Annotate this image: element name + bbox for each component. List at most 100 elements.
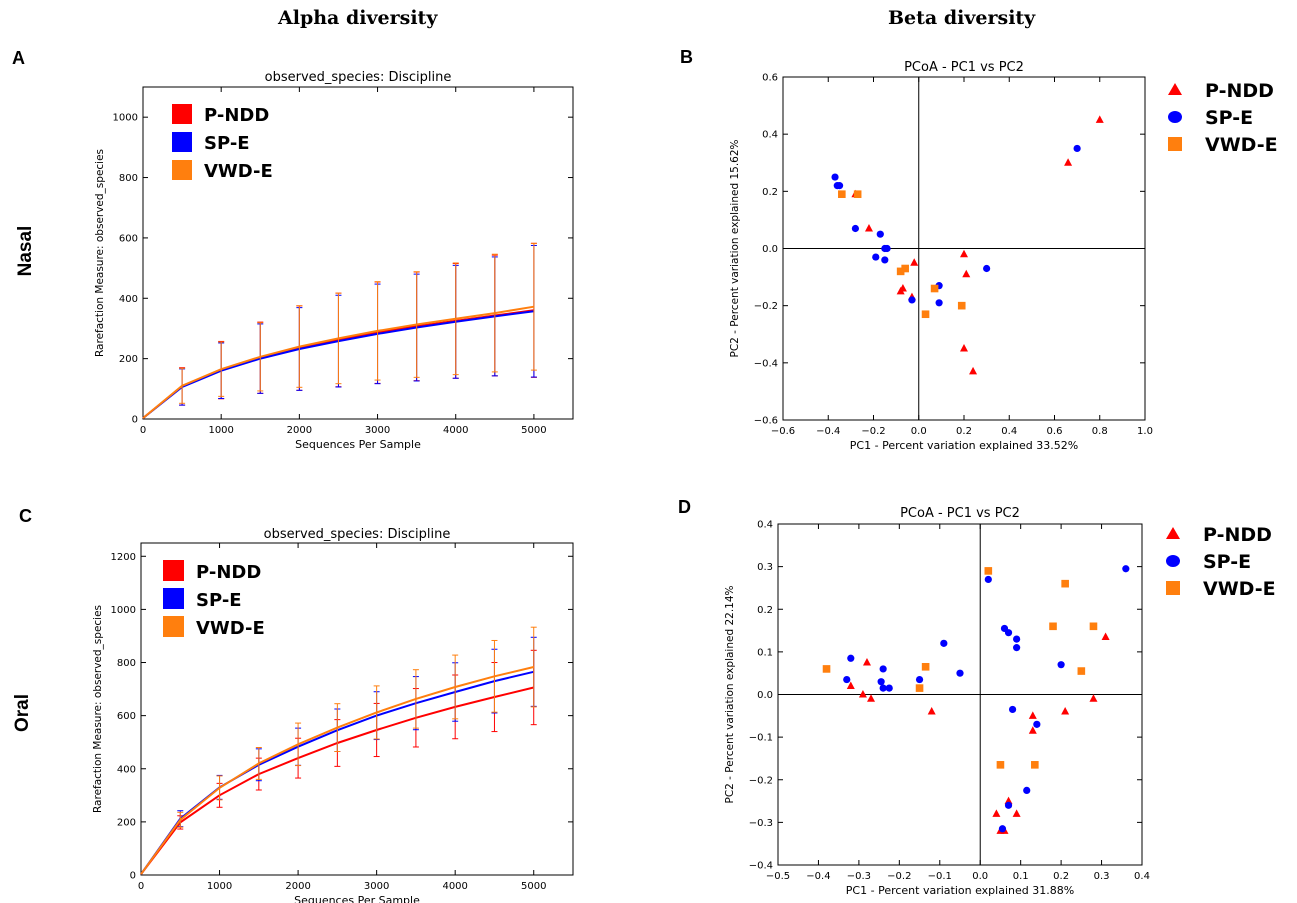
y-tick-label: 0.2 — [762, 187, 778, 198]
data-point — [851, 224, 860, 233]
data-point — [910, 258, 919, 266]
data-point — [960, 249, 968, 258]
x-tick-label: 3000 — [365, 425, 390, 436]
x-tick-label: −0.6 — [771, 426, 795, 437]
series-line — [142, 305, 535, 419]
data-point — [862, 658, 871, 666]
series-vwd-e — [822, 567, 1098, 769]
data-point — [915, 684, 924, 692]
panel-letter-d: D — [678, 497, 691, 517]
data-point — [1095, 115, 1104, 123]
data-point — [896, 267, 905, 276]
data-point — [883, 244, 891, 253]
data-point — [879, 684, 887, 692]
legend-label: SP-E — [196, 590, 242, 611]
data-point — [1089, 694, 1098, 702]
x-tick-label: −0.4 — [806, 871, 830, 882]
data-point — [1013, 635, 1021, 643]
x-tick-label: 5000 — [521, 425, 546, 436]
legend-marker — [1166, 555, 1180, 567]
legend-swatch — [172, 104, 192, 124]
panel-letter-a: A — [12, 48, 25, 68]
data-point — [843, 675, 851, 684]
x-tick-label: 0.4 — [1001, 426, 1017, 437]
y-tick-label: 200 — [117, 817, 136, 828]
data-point — [930, 284, 939, 293]
data-point — [960, 344, 968, 352]
y-tick-label: −0.4 — [754, 358, 778, 369]
x-tick-label: −0.3 — [847, 871, 871, 882]
series-p-ndd — [140, 649, 537, 875]
plot-frame — [140, 542, 574, 876]
x-tick-label: 0.4 — [1134, 871, 1150, 882]
beta-diversity-heading: Beta diversity — [888, 7, 1036, 29]
data-point — [921, 310, 930, 319]
x-tick-label: 3000 — [364, 881, 389, 892]
data-point — [935, 299, 943, 307]
y-tick-label: 0.1 — [757, 647, 773, 658]
legend-label: P-NDD — [1205, 80, 1274, 102]
legend-marker — [1168, 111, 1182, 123]
data-point — [846, 681, 855, 689]
y-tick-label: 0.4 — [757, 520, 773, 531]
legend-swatch — [172, 132, 192, 152]
y-tick-label: 1000 — [111, 605, 136, 616]
data-point — [940, 639, 948, 647]
data-point — [831, 173, 839, 181]
legend: P-NDD SP-E VWD-E — [163, 560, 265, 639]
y-tick-label: 200 — [119, 354, 138, 365]
legend-label: VWD-E — [1205, 134, 1278, 156]
x-axis-label: PC1 - Percent variation explained 33.52% — [850, 439, 1078, 452]
data-point — [984, 567, 993, 575]
data-point — [1012, 809, 1021, 817]
data-point — [885, 684, 893, 692]
data-point — [872, 253, 880, 261]
data-point — [1061, 707, 1070, 715]
y-tick-label: −0.6 — [754, 416, 778, 427]
data-point — [1028, 726, 1037, 734]
data-point — [983, 264, 991, 273]
y-tick-label: 400 — [117, 764, 136, 775]
x-tick-label: 4000 — [443, 425, 468, 436]
y-tick-label: 800 — [117, 658, 136, 669]
data-point — [835, 182, 844, 190]
y-tick-label: 0.0 — [762, 244, 778, 255]
legend: P-NDD SP-E VWD-E — [1166, 524, 1276, 600]
x-tick-label: 2000 — [287, 425, 312, 436]
x-tick-label: −0.1 — [928, 871, 952, 882]
x-tick-label: 0.1 — [1013, 871, 1029, 882]
y-tick-label: −0.4 — [749, 861, 773, 872]
x-tick-label: 5000 — [521, 881, 546, 892]
data-point — [927, 707, 936, 715]
x-tick-label: 0.8 — [1092, 426, 1108, 437]
legend-marker — [1168, 83, 1182, 95]
data-point — [1057, 661, 1065, 669]
data-point — [956, 669, 964, 677]
series-sp-e — [142, 244, 537, 419]
data-point — [858, 690, 867, 698]
series-sp-e — [831, 144, 1081, 307]
y-tick-label: 600 — [117, 711, 136, 722]
legend-label: VWD-E — [196, 618, 265, 639]
y-axis-label: Rarefaction Measure: observed_species — [92, 605, 104, 813]
x-axis-label: Sequences Per Sample — [294, 894, 420, 903]
legend-marker — [1168, 137, 1182, 151]
data-point — [838, 190, 846, 198]
x-tick-label: 0.2 — [1053, 871, 1069, 882]
chart-b: PCoA - PC1 vs PC2 −0.6 −0.4 −0.2 0.0 0.2 0.4 0.… — [729, 60, 1278, 452]
y-tick-label: 0.4 — [762, 130, 778, 141]
data-point — [847, 654, 855, 662]
series-p-ndd — [142, 242, 537, 419]
data-point — [957, 301, 966, 310]
data-point — [984, 575, 992, 584]
legend: P-NDD SP-E VWD-E — [172, 104, 273, 182]
data-point — [1004, 801, 1013, 809]
y-tick-label: 0.2 — [757, 605, 773, 616]
data-point — [1101, 632, 1110, 640]
x-tick-label: 0.6 — [1047, 426, 1063, 437]
data-point — [1004, 796, 1013, 805]
series-vwd-e — [140, 626, 537, 875]
x-tick-label: −0.4 — [816, 426, 840, 437]
